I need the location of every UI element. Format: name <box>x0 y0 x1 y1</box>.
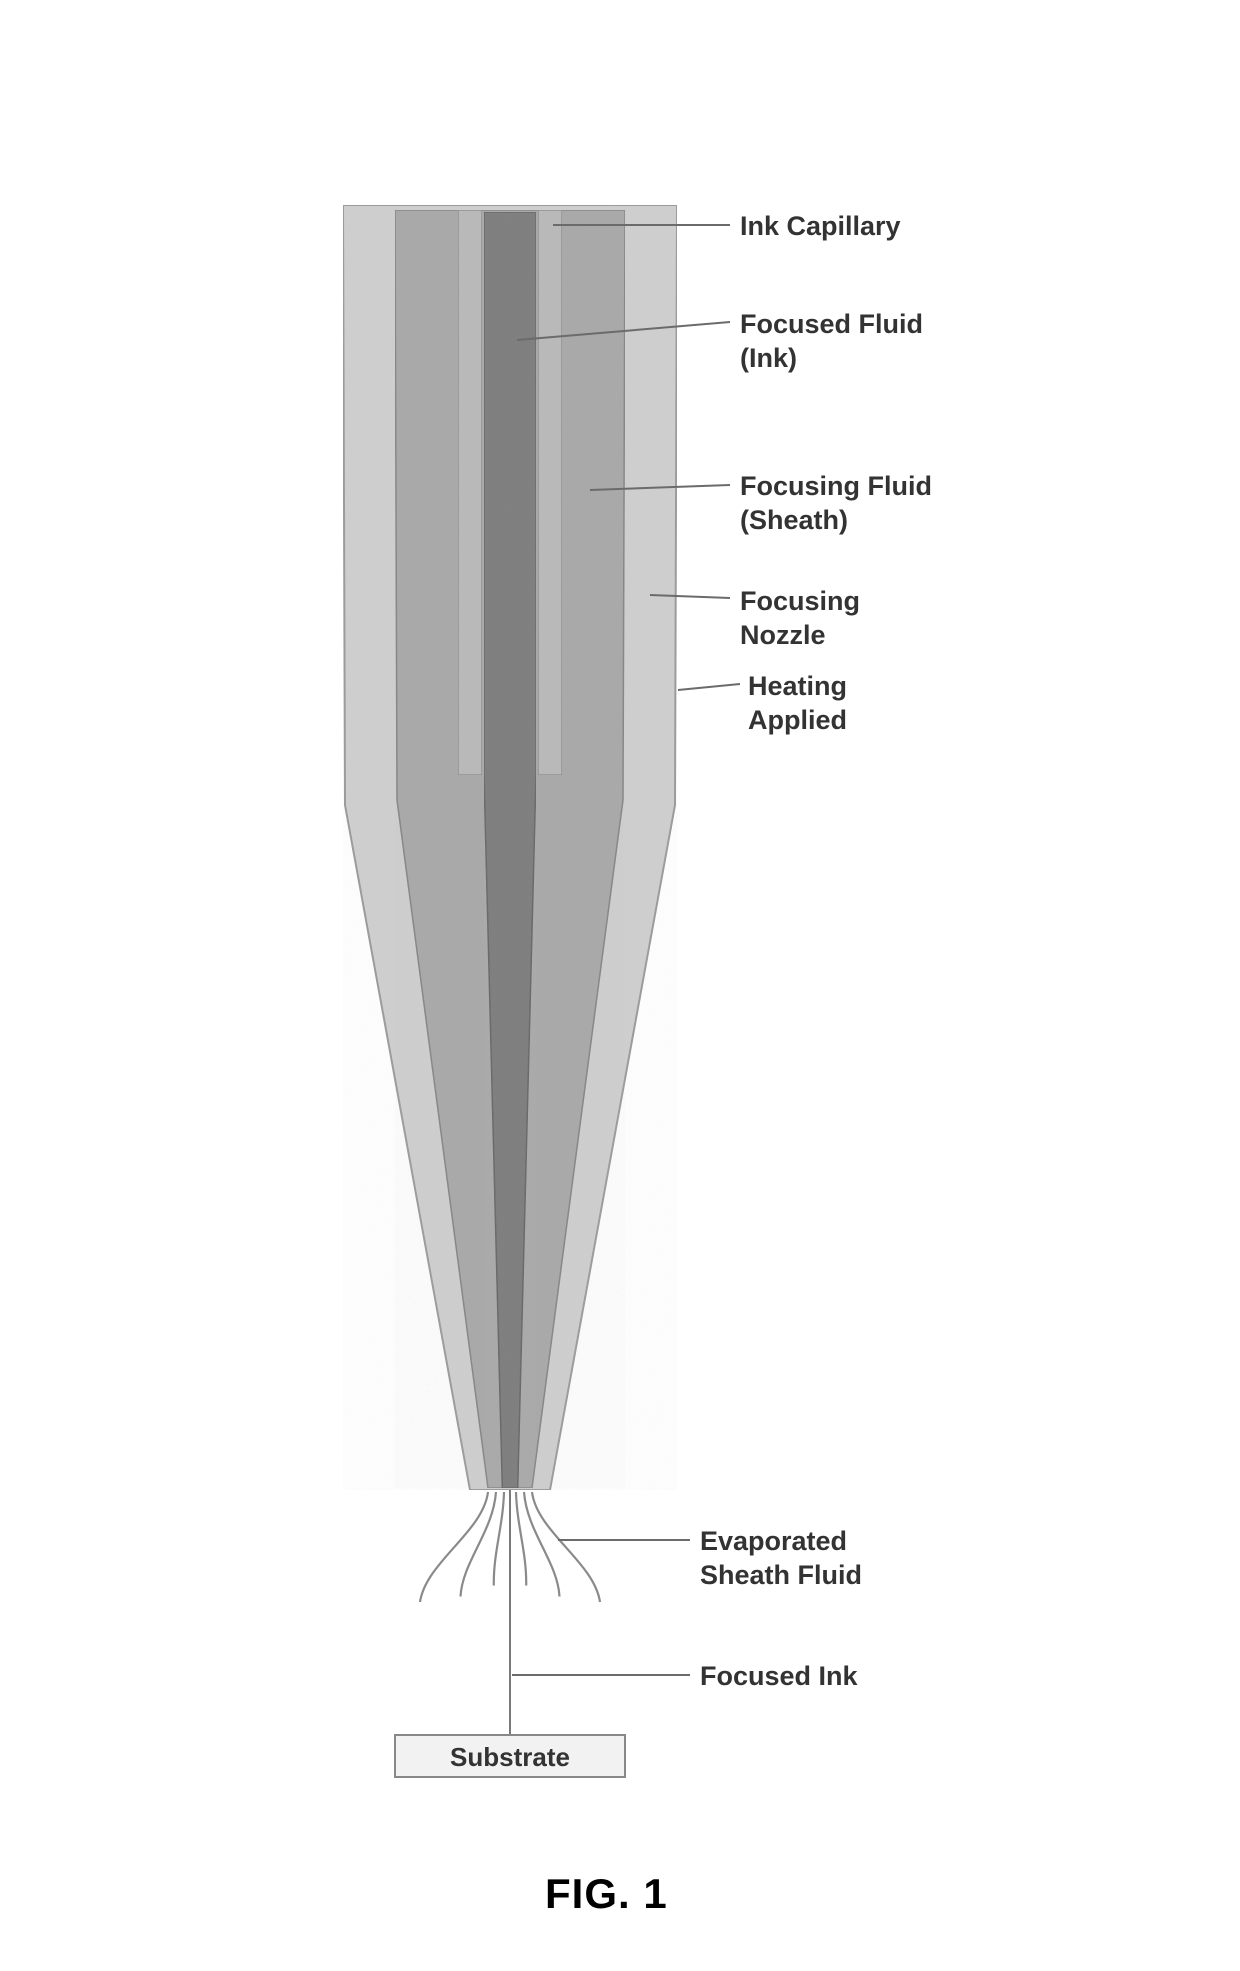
label-focusing-fluid: Focusing Fluid (Sheath) <box>740 470 932 538</box>
evaporated-sheath-curve <box>524 1492 560 1597</box>
evaporated-sheath-curve <box>494 1492 504 1586</box>
nozzle-diagram-svg <box>0 0 1240 1971</box>
label-focused-fluid: Focused Fluid (Ink) <box>740 308 923 376</box>
evaporated-sheath-curve <box>461 1492 497 1597</box>
leader-heating_applied <box>678 684 740 690</box>
diagram-container: Ink Capillary Focused Fluid (Ink) Focusi… <box>0 0 1240 1971</box>
evaporated-sheath-curve <box>516 1492 526 1586</box>
ink-capillary-wall-right <box>538 210 562 775</box>
label-ink-capillary: Ink Capillary <box>740 210 901 244</box>
label-evaporated-sheath: Evaporated Sheath Fluid <box>700 1525 862 1593</box>
label-focusing-nozzle: Focusing Nozzle <box>740 585 860 653</box>
label-heating-applied: Heating Applied <box>748 670 847 738</box>
figure-caption: FIG. 1 <box>545 1870 668 1918</box>
ink-capillary-wall-left <box>458 210 482 775</box>
label-focused-ink: Focused Ink <box>700 1660 858 1694</box>
label-substrate: Substrate <box>403 1742 617 1773</box>
